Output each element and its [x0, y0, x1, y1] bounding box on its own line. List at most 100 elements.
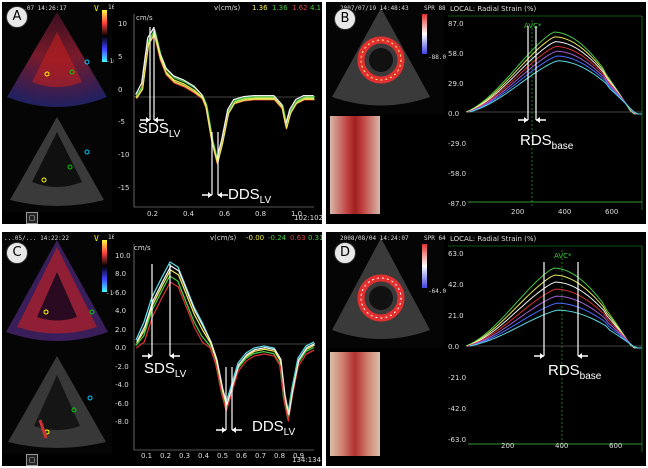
x-d-tick: 400 — [555, 442, 569, 450]
v-marker-c: V — [94, 234, 99, 243]
tool-button-a[interactable]: ▢ — [26, 212, 38, 224]
y-c-tick: -2.0 — [115, 362, 129, 371]
y-d-tick: 63.0 — [448, 250, 464, 258]
sds-label-c: SDSLV — [144, 360, 187, 380]
timestamp-c: ...05/... 14:22:22 — [4, 235, 70, 242]
strain-trace-b-6 — [469, 55, 642, 115]
strain-plot-b: LOCAL: Radial Strain (%) AVC* 87.0 58.0 29… — [446, 2, 646, 224]
x-a-tick: 0.4 — [183, 210, 195, 218]
strain-trace-d-7 — [469, 309, 642, 349]
velocity-trace-c-4 — [135, 281, 315, 422]
velocity-trace-a-5 — [136, 33, 315, 164]
badge-c: C — [6, 242, 28, 264]
y-c-tick: 2.0 — [115, 325, 127, 334]
rds-arrows-d-left-head — [540, 353, 544, 359]
header-b: LOCAL: Radial Strain (%) — [450, 5, 537, 13]
velocity-plot-a: v(cm/s) 1.36 1.36 1.62 4.1 cm/s 10 5 0 -5 -1… — [114, 2, 322, 224]
x-a-tick: 0.6 — [219, 210, 231, 218]
color-scale-c — [102, 240, 107, 292]
panel-a: ...07 14:26:17 V 16 -16 ▢ A v(cm/s) 1.36… — [2, 2, 322, 224]
x-d-tick: 600 — [609, 442, 623, 450]
x-c-tick: 0.1 — [141, 452, 153, 460]
strain-trace-d-1 — [465, 267, 639, 349]
dds-label-c: DDSLV — [252, 418, 296, 438]
scale-bot-b: -88.0 — [428, 54, 447, 61]
x-c-tick: 0.3 — [179, 452, 191, 460]
header-d: LOCAL: Radial Strain (%) — [450, 235, 537, 243]
y-d-tick: -63.0 — [448, 436, 467, 444]
badge-b: B — [334, 8, 356, 30]
y-unit-a: cm/s — [136, 14, 153, 22]
y-b-tick: 58.0 — [448, 50, 464, 58]
velocity-curves-c — [133, 244, 316, 451]
velocity-plot-c: v(cm/s) -0.00 -0.24 0.63 0.31 cm/s 10.0 8… — [114, 232, 322, 466]
doppler-echo-image-a: ...07 14:26:17 V 16 -16 — [2, 2, 117, 112]
strain-trace-b-2 — [466, 36, 639, 115]
y-b-tick: -58.0 — [448, 170, 467, 178]
sds-arrows-c-left-head — [148, 353, 152, 359]
rds-arrows-b-left-head — [524, 117, 528, 123]
velocity-trace-a-2 — [136, 29, 315, 162]
sds-label-a: SDSLV — [138, 120, 181, 140]
footer-c: 134:134 — [292, 456, 322, 464]
strain-curves-d — [448, 245, 643, 452]
header-v4-a: 4.1 — [310, 4, 322, 12]
m-mode-strip-d — [330, 352, 380, 456]
y-c-tick: 6.0 — [115, 288, 127, 297]
dds-arrows-a-left-head — [208, 192, 212, 198]
velocity-curves-a — [133, 14, 315, 208]
color-scale-a — [102, 10, 107, 62]
x-c-tick: 0.6 — [236, 452, 248, 460]
x-b-tick: 400 — [558, 208, 572, 216]
strain-trace-d-6 — [469, 302, 642, 349]
x-c-tick: 0.9 — [293, 452, 305, 460]
timestamp-a: ...07 14:26:17 — [16, 5, 67, 12]
dds-arrows-c-right-head — [232, 427, 236, 433]
y-b-tick: 87.0 — [448, 20, 464, 28]
strain-curves-b — [448, 15, 643, 210]
color-scale-b — [422, 14, 427, 54]
velocity-trace-a-3 — [135, 34, 315, 165]
timestamp-d: 2008/08/04 14:24:07 — [340, 235, 409, 242]
y-a-tick: -15 — [118, 184, 130, 192]
header-v3-a: 1.62 — [292, 4, 308, 12]
strain-trace-b-7 — [469, 60, 642, 115]
y-d-tick: 42.0 — [448, 281, 464, 289]
panel-d: 2008/08/04 14:24:07 SPR 64.0 -64.0 D LOC… — [326, 232, 646, 466]
scale-top-a: 16 — [108, 4, 116, 11]
footer-a: 102:102 — [294, 214, 322, 222]
strain-trace-b-3 — [467, 41, 640, 115]
panel-b: 2007/07/19 14:48:43 SPR 88.0 -88.0 B LOC… — [326, 2, 646, 224]
sds-arrows-a-left-head — [146, 117, 150, 123]
tool-button-c[interactable]: ▢ — [26, 454, 38, 466]
strain-ring-d — [332, 238, 430, 339]
strain-trace-b-1 — [465, 31, 639, 115]
scale-top-c: 16 — [108, 234, 116, 241]
header-v2-c: -0.24 — [268, 234, 287, 242]
y-c-tick: 0.0 — [115, 344, 127, 353]
x-c-tick: 0.8 — [274, 452, 286, 460]
header-v1-a: 1.36 — [252, 4, 268, 12]
rds-arrows-b-right-head — [536, 117, 540, 123]
badge-a: A — [6, 6, 28, 28]
v-marker-a: V — [94, 4, 99, 13]
dds-arrows-a-right-head — [218, 192, 222, 198]
x-b-tick: 200 — [511, 208, 525, 216]
y-b-tick: 0.0 — [448, 110, 460, 118]
header-v3-c: 0.63 — [290, 234, 306, 242]
sds-arrows-c-right-head — [170, 353, 174, 359]
panel-c: ...05/... 14:22:22 V 16 -16 ▢ C v(cm/s) … — [2, 232, 322, 466]
x-c-tick: 0.2 — [160, 452, 172, 460]
y-b-tick: 29.0 — [448, 80, 464, 88]
y-a-tick: 0 — [118, 85, 123, 94]
x-c-tick: 0.7 — [255, 452, 267, 460]
rds-label-b: RDSbase — [520, 132, 574, 152]
echo-image-a — [2, 112, 112, 212]
echo-image-c — [2, 350, 112, 454]
x-a-tick: 1.0 — [291, 210, 303, 218]
strain-trace-b-4 — [467, 45, 640, 115]
scale-top-d: SPR 64.0 — [424, 235, 453, 242]
x-d-tick: 200 — [501, 442, 515, 450]
y-c-tick: -8.0 — [115, 418, 129, 426]
strain-trace-d-2 — [466, 274, 639, 349]
